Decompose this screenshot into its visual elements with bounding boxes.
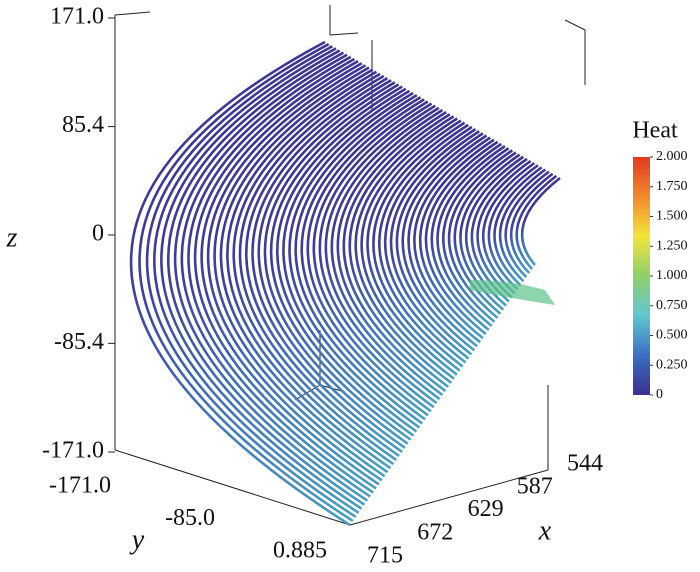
surface-stripe — [300, 96, 426, 421]
surface-stripe — [145, 45, 357, 518]
y-tick-label: -85.0 — [165, 505, 215, 531]
surface-stripe — [436, 145, 506, 327]
surface-stripe — [354, 115, 455, 384]
surface-stripe — [324, 104, 438, 405]
surface-stripe — [138, 42, 354, 523]
colorbar-tick-label: 0.500 — [656, 328, 688, 343]
x-tick-label: 587 — [517, 474, 553, 500]
surface-stripe — [200, 62, 380, 486]
surface-stripe — [360, 117, 458, 380]
surface-stripe — [342, 111, 447, 392]
surface-stripe — [366, 119, 462, 376]
surface-stripe — [481, 162, 536, 295]
surface-stripe — [288, 91, 421, 429]
colorbar-tick-label: 0.250 — [656, 357, 688, 372]
surface-stripe — [389, 128, 477, 360]
surface-stripe — [442, 147, 510, 323]
surface-stripe — [453, 151, 517, 315]
colorbar-tick-label: 0 — [656, 387, 663, 402]
surface-stripe — [153, 47, 360, 514]
surface-stripe — [504, 170, 550, 279]
surface-stripe — [378, 123, 469, 368]
surface-stripe — [238, 74, 397, 462]
colorbar-tick-label: 1.000 — [656, 268, 688, 283]
y-tick-label: -171.0 — [49, 473, 111, 499]
surface-stripe — [294, 94, 424, 425]
surface-stripe — [383, 125, 473, 364]
x-axis-label: x — [538, 515, 552, 546]
surface-stripe — [245, 77, 400, 458]
surface-stripe — [401, 132, 484, 352]
surface-stripe — [336, 108, 444, 397]
colorbar — [633, 157, 650, 395]
surface-stripe — [263, 83, 409, 445]
x-tick-label: 715 — [367, 543, 403, 569]
surface-stripe — [193, 59, 377, 490]
surface-stripe — [312, 100, 432, 413]
surface-stripe — [180, 55, 371, 498]
surface-stripe — [282, 89, 418, 433]
surface-stripe — [318, 102, 435, 409]
surface-stripe — [257, 81, 406, 449]
surface-stripe — [160, 49, 363, 510]
surface-stripe — [129, 40, 351, 527]
surface-stripe — [330, 106, 441, 401]
surface-stripe — [487, 164, 539, 291]
colorbar-tick-label: 1.500 — [656, 209, 688, 224]
surface-stripe — [167, 51, 366, 506]
surface-stripe — [424, 140, 499, 336]
surface-stripe — [251, 79, 403, 453]
colorbar-title: Heat — [632, 118, 678, 144]
surface-stripe — [509, 172, 554, 275]
surface-stripe — [407, 134, 488, 348]
z-tick-label: -85.4 — [54, 329, 104, 355]
z-axis-label: z — [6, 222, 18, 253]
z-tick-label: 85.4 — [62, 112, 104, 138]
surface-stripe — [372, 121, 466, 372]
y-axis-label: y — [129, 524, 145, 555]
surface-stripe — [306, 98, 429, 417]
x-tick-label: 544 — [567, 451, 603, 477]
surface — [129, 40, 561, 527]
surface-stripe — [213, 66, 386, 478]
surface-stripe — [498, 168, 547, 283]
colorbar-tick-label: 1.250 — [656, 238, 688, 253]
surface-stripe — [276, 87, 415, 437]
surface-stripe — [430, 142, 502, 332]
z-tick-label: 171.0 — [50, 4, 104, 30]
surface-stripe — [493, 166, 543, 287]
z-tick-label: 0 — [92, 221, 104, 247]
surface-stripe — [515, 174, 558, 270]
surface-stripe — [348, 113, 451, 388]
colorbar-tick-label: 1.750 — [656, 179, 688, 194]
x-tick-label: 672 — [417, 519, 453, 545]
z-tick-label: -171.0 — [42, 438, 104, 464]
surface-stripe — [418, 138, 495, 340]
y-tick-label: 0.885 — [273, 538, 327, 564]
surface-stripe — [447, 149, 513, 319]
surface-stripe — [226, 70, 392, 470]
surface-hotspot — [470, 280, 555, 305]
surface-stripe — [173, 53, 369, 502]
surface-stripe — [187, 57, 374, 494]
colorbar-tick-label: 0.750 — [656, 298, 688, 313]
surface-stripe — [219, 68, 389, 474]
surface-stripe — [395, 130, 480, 356]
surface-stripe — [520, 176, 561, 266]
colorbar-tick-label: 2.000 — [656, 149, 688, 164]
x-tick-label: 629 — [468, 496, 504, 522]
surface-stripe — [413, 136, 491, 344]
surface-stripe — [232, 72, 395, 466]
surface-stripe — [269, 85, 412, 441]
surface-stripe — [206, 64, 383, 482]
